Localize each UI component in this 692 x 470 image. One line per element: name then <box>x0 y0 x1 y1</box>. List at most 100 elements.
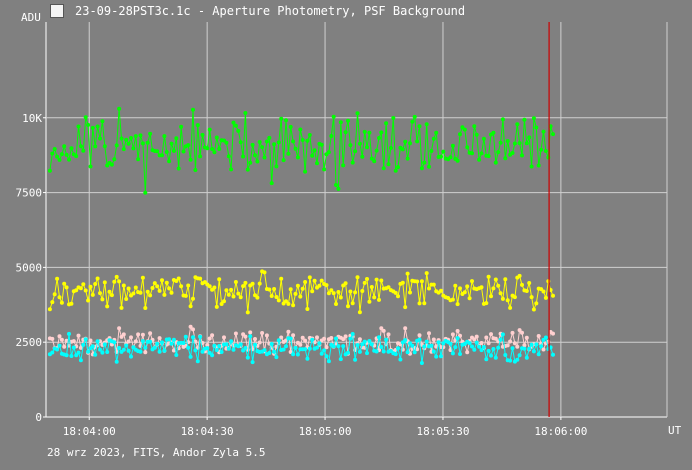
data-point-1 <box>155 284 160 289</box>
data-point-1 <box>274 295 279 299</box>
data-point-2 <box>191 327 195 332</box>
data-point-3 <box>496 345 501 350</box>
data-point-2 <box>140 332 145 337</box>
data-point-1 <box>424 271 429 276</box>
data-point-3 <box>160 340 164 345</box>
data-point-0 <box>238 140 243 145</box>
data-point-1 <box>338 295 343 300</box>
data-point-2 <box>253 337 257 341</box>
data-point-1 <box>336 290 341 294</box>
data-point-1 <box>422 301 427 306</box>
data-point-0 <box>233 123 238 128</box>
data-point-1 <box>126 286 131 291</box>
data-point-3 <box>169 341 174 346</box>
data-point-3 <box>484 357 489 362</box>
data-point-2 <box>303 338 308 343</box>
data-point-2 <box>207 336 212 341</box>
data-point-1 <box>431 282 436 287</box>
data-point-3 <box>245 355 250 360</box>
data-point-3 <box>412 350 417 355</box>
data-point-0 <box>388 146 393 150</box>
data-point-0 <box>546 155 551 160</box>
title-bar: 23-09-28PST3c.1c - Aperture Photometry, … <box>0 0 692 22</box>
data-point-3 <box>429 343 434 348</box>
data-point-0 <box>105 163 110 168</box>
data-point-0 <box>491 130 496 135</box>
data-point-3 <box>81 342 86 347</box>
data-point-0 <box>384 121 389 126</box>
data-point-2 <box>126 339 131 344</box>
data-point-0 <box>136 157 141 162</box>
data-point-0 <box>543 149 548 153</box>
data-point-3 <box>310 337 315 342</box>
data-point-0 <box>78 144 83 149</box>
data-point-1 <box>109 293 114 298</box>
data-point-0 <box>171 148 176 153</box>
data-point-1 <box>262 270 267 275</box>
data-point-0 <box>400 147 405 152</box>
data-point-0 <box>69 146 74 151</box>
data-point-1 <box>269 294 274 298</box>
data-point-0 <box>377 136 381 140</box>
data-point-3 <box>167 337 172 342</box>
data-point-2 <box>450 332 455 337</box>
data-point-3 <box>419 361 424 365</box>
data-point-1 <box>305 307 310 311</box>
data-point-2 <box>136 332 141 337</box>
data-point-2 <box>121 332 126 337</box>
window-title: 23-09-28PST3c.1c - Aperture Photometry, … <box>75 4 466 18</box>
data-point-0 <box>465 145 470 150</box>
data-point-3 <box>205 346 210 351</box>
data-point-3 <box>214 348 219 353</box>
data-point-0 <box>515 122 520 127</box>
data-point-1 <box>546 279 551 284</box>
status-footer: 28 wrz 2023, FITS, Andor Zyla 5.5 <box>47 446 266 459</box>
app-icon[interactable] <box>50 4 64 18</box>
data-point-0 <box>410 119 415 124</box>
data-point-0 <box>391 116 396 120</box>
data-point-1 <box>198 276 203 281</box>
data-point-0 <box>181 149 186 154</box>
data-point-1 <box>493 277 498 282</box>
data-point-1 <box>541 289 546 294</box>
data-point-0 <box>95 124 100 129</box>
data-point-0 <box>276 140 281 145</box>
data-point-0 <box>522 117 527 122</box>
data-point-0 <box>143 190 148 195</box>
data-point-0 <box>231 120 236 125</box>
data-point-2 <box>188 324 193 329</box>
data-point-3 <box>355 343 360 347</box>
data-point-0 <box>212 150 217 155</box>
data-point-1 <box>86 298 91 303</box>
data-point-0 <box>415 139 420 144</box>
data-point-2 <box>381 328 386 333</box>
data-point-3 <box>453 345 458 350</box>
data-point-1 <box>50 300 55 305</box>
data-point-2 <box>117 326 122 331</box>
data-point-1 <box>505 298 510 303</box>
data-point-2 <box>431 337 436 342</box>
data-point-3 <box>303 347 308 352</box>
data-point-3 <box>369 342 374 347</box>
data-point-0 <box>179 124 184 129</box>
data-point-1 <box>272 287 277 291</box>
data-point-0 <box>286 151 291 156</box>
data-point-2 <box>78 345 83 350</box>
data-point-0 <box>236 128 241 133</box>
data-point-0 <box>424 122 429 127</box>
data-point-2 <box>264 333 269 338</box>
data-point-1 <box>224 288 229 293</box>
data-point-1 <box>131 291 136 296</box>
data-point-0 <box>441 149 446 154</box>
data-point-0 <box>503 156 508 161</box>
data-point-2 <box>455 329 460 333</box>
data-point-1 <box>250 281 255 286</box>
data-point-0 <box>357 141 362 146</box>
data-point-0 <box>496 150 501 155</box>
data-point-3 <box>405 350 410 355</box>
data-point-3 <box>191 335 195 340</box>
data-point-0 <box>253 153 257 158</box>
data-point-3 <box>396 346 400 351</box>
data-point-3 <box>536 352 541 357</box>
